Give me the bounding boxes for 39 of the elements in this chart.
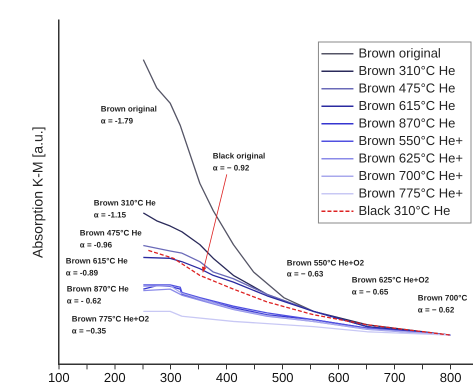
annotation: Brown 310°C He [94,198,156,208]
annotation: α = − 0.92 [212,164,250,173]
legend-label: Brown 475°C He [358,80,456,96]
annotation: Brown 870°C He [66,284,130,294]
y-axis-title: Absorption K-M [a.u.] [29,126,46,258]
annotation: Brown 700°C [418,294,468,303]
annotation: Brown 625°C He+O2 [352,276,430,285]
legend-label: Brown 625°C He+ [358,150,464,166]
x-tick-label: 700 [384,370,406,385]
legend-label: Brown 700°C He+ [358,168,464,183]
x-tick-label: 100 [48,370,70,385]
legend-label: Brown 870°C He [358,115,456,130]
legend-label: Brown 550°C He+ [358,132,464,148]
annotation: Brown 550°C He+O2 [286,258,365,268]
annotation: α = -0.89 [66,268,99,278]
legend-label: Brown 615°C He [358,98,456,113]
x-tick-label: 300 [160,370,182,385]
x-tick-label: 400 [216,370,238,385]
annotation: α = -1.15 [94,210,127,220]
annotation: α = -0.96 [80,240,113,250]
annotation: α = − 0.63 [286,270,324,279]
legend-label: Brown 775°C He+ [358,185,464,200]
x-tick-label: 800 [440,370,462,385]
annotation: Brown original [100,104,157,114]
annotation: α = -1.79 [100,116,134,126]
annotation: Brown 475°C He [80,228,142,238]
annotation: α = −0.35 [72,326,107,336]
annotation: Black original [212,152,266,161]
annotation: α = - 0.62 [66,296,102,306]
legend-label: Black 310°C He [358,202,450,218]
legend-label: Brown original [358,45,441,60]
x-tick-label: 200 [104,370,126,385]
annotation: Brown 615°C He [66,256,128,266]
x-tick-label: 500 [272,370,294,385]
annotation: α = − 0.65 [352,288,389,297]
annotation: α = − 0.62 [418,306,455,315]
x-tick-label: 600 [328,370,350,385]
annotation: Brown 775°C He+O2 [72,314,150,324]
legend-label: Brown 310°C He [358,62,456,78]
